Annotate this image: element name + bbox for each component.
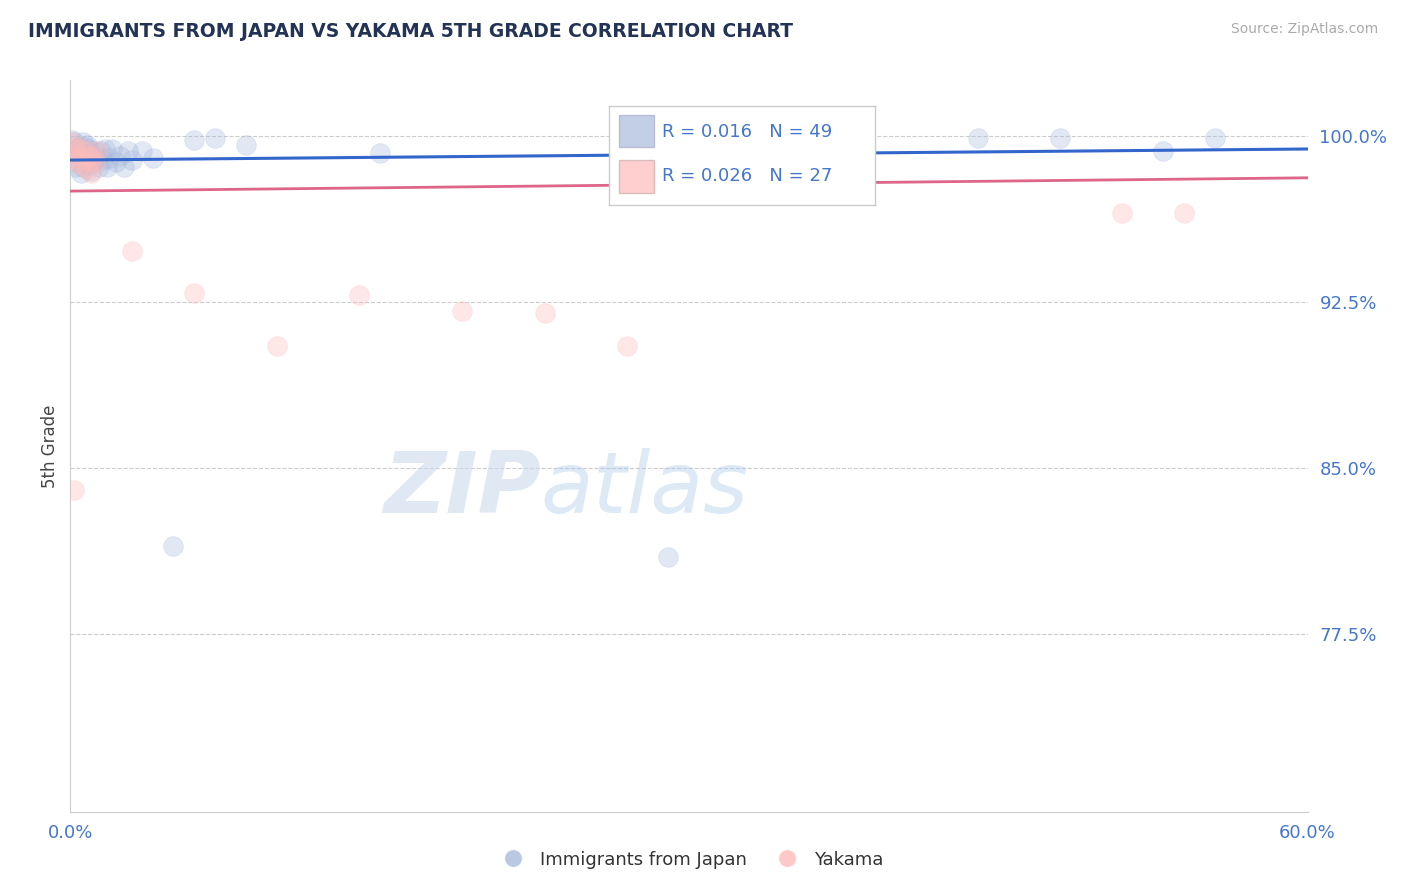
Point bbox=[91, 153, 114, 167]
Point bbox=[63, 483, 86, 498]
Point bbox=[60, 136, 83, 150]
Point bbox=[183, 133, 205, 147]
Point bbox=[108, 148, 131, 162]
Point bbox=[533, 306, 555, 320]
Point bbox=[77, 142, 100, 156]
Point bbox=[89, 160, 111, 174]
Point bbox=[65, 140, 87, 154]
Point bbox=[966, 131, 988, 145]
Point bbox=[69, 146, 91, 161]
Point bbox=[657, 549, 679, 564]
Point bbox=[96, 160, 118, 174]
Point bbox=[266, 339, 288, 353]
Point bbox=[82, 148, 104, 162]
Point bbox=[1173, 206, 1195, 220]
Point bbox=[73, 140, 96, 154]
Point bbox=[1049, 131, 1071, 145]
FancyBboxPatch shape bbox=[619, 161, 654, 193]
Point bbox=[368, 146, 391, 161]
Point bbox=[67, 148, 90, 162]
Point bbox=[69, 166, 91, 180]
Point bbox=[73, 145, 96, 159]
Point bbox=[121, 244, 143, 258]
Point bbox=[76, 161, 98, 176]
Text: R = 0.016   N = 49: R = 0.016 N = 49 bbox=[662, 122, 832, 141]
Point bbox=[60, 151, 83, 165]
FancyBboxPatch shape bbox=[619, 115, 654, 147]
Point bbox=[77, 148, 100, 162]
Point bbox=[65, 160, 87, 174]
Y-axis label: 5th Grade: 5th Grade bbox=[41, 404, 59, 488]
Text: Source: ZipAtlas.com: Source: ZipAtlas.com bbox=[1230, 22, 1378, 37]
Point bbox=[60, 133, 83, 147]
Point bbox=[76, 153, 98, 167]
Point bbox=[65, 155, 87, 169]
Point bbox=[823, 145, 845, 159]
Point bbox=[63, 142, 86, 156]
Text: atlas: atlas bbox=[540, 449, 748, 532]
Point bbox=[80, 166, 103, 180]
Point bbox=[86, 151, 108, 165]
Point bbox=[80, 146, 103, 161]
Point bbox=[121, 153, 143, 167]
Point bbox=[86, 145, 108, 159]
Point bbox=[76, 137, 98, 152]
Point bbox=[80, 155, 103, 169]
Point bbox=[60, 145, 83, 159]
Text: ZIP: ZIP bbox=[382, 449, 540, 532]
Point bbox=[235, 137, 257, 152]
Point bbox=[84, 155, 107, 169]
Point bbox=[73, 155, 96, 169]
Point bbox=[72, 136, 94, 150]
Point bbox=[80, 164, 103, 178]
Point bbox=[94, 142, 117, 156]
Point bbox=[616, 339, 638, 353]
Point bbox=[98, 151, 121, 165]
Point bbox=[63, 136, 86, 150]
Point bbox=[67, 140, 90, 154]
Point bbox=[82, 155, 104, 169]
Point bbox=[1111, 206, 1133, 220]
Point bbox=[1204, 131, 1226, 145]
Point bbox=[347, 288, 370, 302]
Point bbox=[72, 153, 94, 167]
Point bbox=[162, 539, 184, 553]
Text: IMMIGRANTS FROM JAPAN VS YAKAMA 5TH GRADE CORRELATION CHART: IMMIGRANTS FROM JAPAN VS YAKAMA 5TH GRAD… bbox=[28, 22, 793, 41]
Point bbox=[63, 155, 86, 169]
Point bbox=[112, 160, 135, 174]
Point bbox=[69, 157, 91, 171]
Legend: Immigrants from Japan, Yakama: Immigrants from Japan, Yakama bbox=[488, 844, 890, 876]
Point bbox=[65, 142, 87, 156]
Point bbox=[67, 151, 90, 165]
Point bbox=[183, 286, 205, 301]
Point bbox=[204, 131, 226, 145]
Point bbox=[131, 145, 153, 159]
Point bbox=[104, 155, 127, 169]
Point bbox=[69, 142, 91, 156]
Point bbox=[1152, 145, 1174, 159]
Point bbox=[117, 145, 139, 159]
Point bbox=[77, 157, 100, 171]
Point bbox=[100, 142, 122, 156]
Point bbox=[142, 151, 165, 165]
Point bbox=[657, 136, 679, 150]
Text: R = 0.026   N = 27: R = 0.026 N = 27 bbox=[662, 167, 832, 185]
Point bbox=[84, 145, 107, 159]
Point bbox=[90, 145, 112, 159]
Point bbox=[451, 303, 474, 318]
Point bbox=[72, 160, 94, 174]
